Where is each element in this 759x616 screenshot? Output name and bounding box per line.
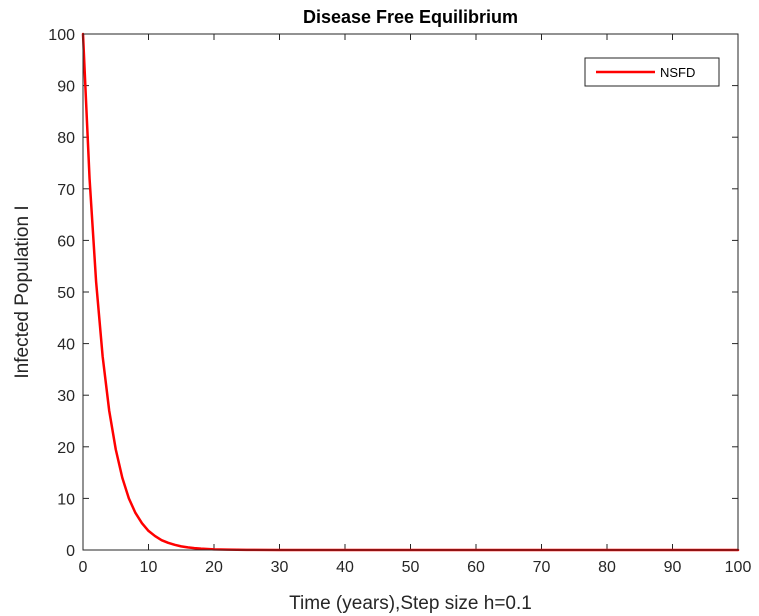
y-tick-label: 90: [57, 79, 75, 96]
x-tick-label: 80: [598, 559, 616, 576]
y-axis-label: Infected Population I: [12, 205, 33, 378]
y-tick-label: 100: [48, 27, 75, 44]
legend: NSFD: [584, 57, 720, 87]
y-tick-label: 0: [66, 543, 75, 560]
legend-label-nsfd: NSFD: [660, 65, 695, 80]
y-tick-label: 30: [57, 388, 75, 405]
x-tick-label: 20: [205, 559, 223, 576]
chart-title: Disease Free Equilibrium: [303, 7, 518, 27]
y-tick-label: 40: [57, 337, 75, 354]
y-tick-label: 80: [57, 130, 75, 147]
x-tick-label: 50: [402, 559, 420, 576]
x-tick-label: 30: [271, 559, 289, 576]
y-tick-labels: 0 10 20 30 40 50 60 70 80 90 100: [48, 27, 75, 560]
x-tick-label: 0: [79, 559, 88, 576]
x-tick-label: 60: [467, 559, 485, 576]
y-tick-label: 50: [57, 285, 75, 302]
y-tick-label: 60: [57, 233, 75, 250]
y-tick-label: 20: [57, 440, 75, 457]
plot-area: [83, 34, 738, 550]
x-tick-label: 90: [664, 559, 682, 576]
x-tick-labels: 0 10 20 30 40 50 60 70 80 90 100: [79, 559, 752, 576]
y-tick-label: 10: [57, 491, 75, 508]
x-tick-label: 70: [533, 559, 551, 576]
x-tick-label: 10: [140, 559, 158, 576]
y-tick-label: 70: [57, 182, 75, 199]
plot-frame: [82, 33, 739, 551]
x-tick-label: 100: [725, 559, 752, 576]
x-axis-label: Time (years),Step size h=0.1: [289, 593, 532, 614]
x-tick-label: 40: [336, 559, 354, 576]
